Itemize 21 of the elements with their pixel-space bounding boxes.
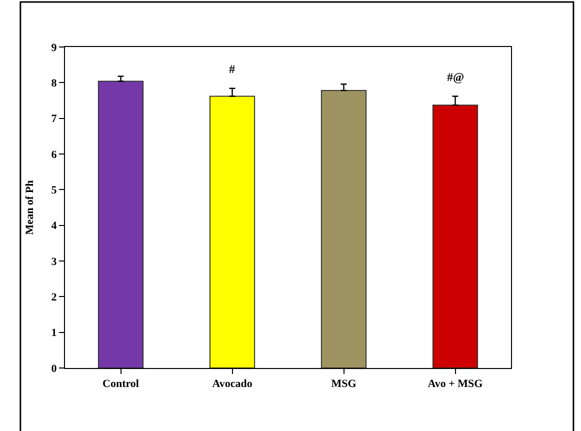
x-tick-label: MSG: [331, 378, 357, 390]
bar: [320, 90, 367, 368]
x-tick-label: Avo + MSG: [428, 378, 484, 390]
bar: [98, 80, 144, 368]
bar: [432, 104, 478, 368]
y-tick-label: 4: [51, 220, 58, 232]
y-tick-label: 2: [51, 292, 58, 304]
y-tick-label: 9: [51, 42, 58, 54]
data-label: #@: [447, 70, 464, 84]
y-tick-label: 0: [51, 362, 58, 375]
y-axis-title: Mean of Ph: [24, 180, 36, 235]
y-tick-label: 6: [51, 148, 58, 161]
x-tick-label: Avocado: [212, 378, 253, 390]
y-tick-label: 7: [51, 113, 58, 126]
y-tick-label: 5: [51, 184, 58, 197]
x-tick-label: Control: [102, 378, 139, 390]
y-tick-label: 3: [51, 256, 58, 268]
y-tick-label: 8: [51, 78, 58, 90]
data-label: #: [229, 62, 235, 76]
bar: [209, 96, 256, 368]
y-tick-label: 1: [51, 327, 57, 340]
